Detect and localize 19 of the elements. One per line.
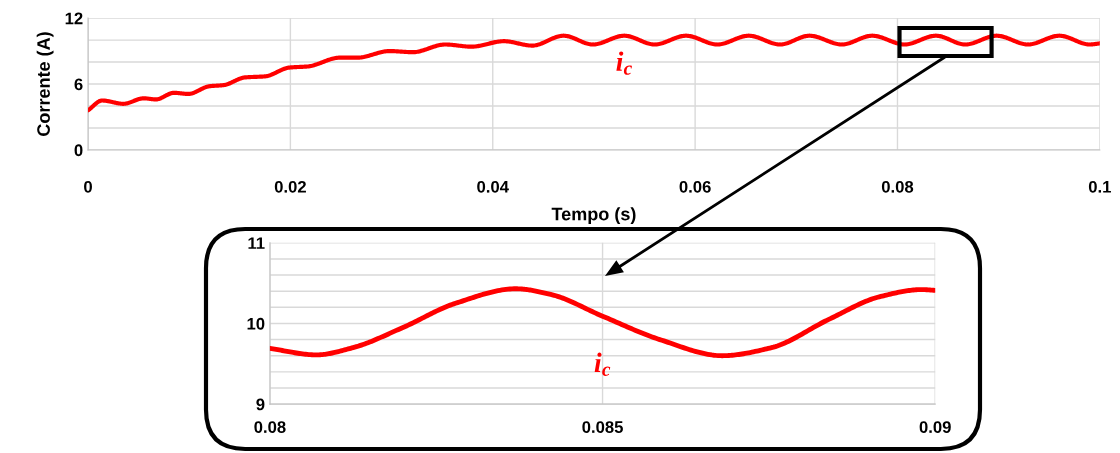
y-tick-label: 0 (74, 144, 83, 157)
x-tick-label: 0.09 (919, 421, 951, 433)
x-tick-label: 0 (84, 180, 92, 193)
x-tick-label: 0.04 (477, 180, 509, 193)
y-tick-label: 11 (248, 237, 265, 249)
x-tick-label: 0.08 (254, 421, 286, 433)
y-tick-label: 9 (256, 398, 265, 411)
y-axis-title: Corrente (A) (36, 32, 54, 136)
annotation: i$_{c}$ (616, 51, 632, 75)
y-tick-label: 10 (247, 317, 265, 330)
x-tick-label: 0.08 (881, 180, 914, 193)
annotation: i$_{c}$ (594, 352, 611, 376)
y-tick-label: 6 (74, 78, 83, 91)
y-tick-label: 12 (65, 12, 83, 25)
x-axis-title: Tempo (s) (551, 207, 636, 224)
x-tick-label: 0.085 (582, 421, 623, 433)
x-tick-label: 0.1 (1088, 180, 1111, 193)
x-tick-label: 0.02 (274, 180, 306, 193)
x-tick-label: 0.06 (679, 180, 711, 193)
